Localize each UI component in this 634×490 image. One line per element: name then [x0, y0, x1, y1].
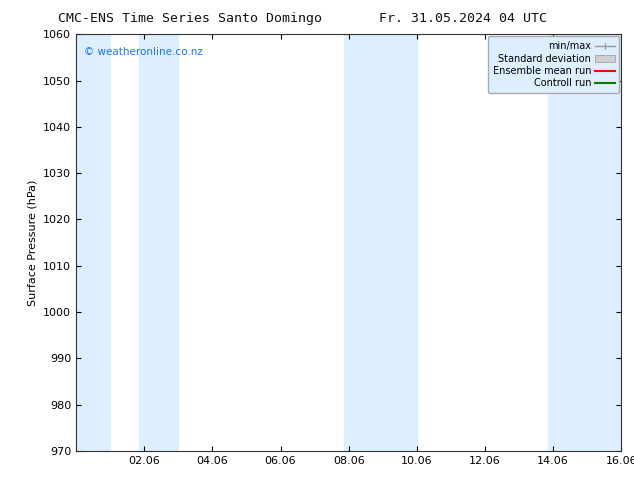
Bar: [548, 34, 621, 451]
Y-axis label: Surface Pressure (hPa): Surface Pressure (hPa): [27, 179, 37, 306]
Bar: [344, 34, 417, 451]
Text: CMC-ENS Time Series Santo Domingo: CMC-ENS Time Series Santo Domingo: [58, 12, 322, 25]
Text: © weatheronline.co.nz: © weatheronline.co.nz: [84, 47, 203, 57]
Bar: [139, 34, 178, 451]
Text: Fr. 31.05.2024 04 UTC: Fr. 31.05.2024 04 UTC: [379, 12, 547, 25]
Legend: min/max, Standard deviation, Ensemble mean run, Controll run: min/max, Standard deviation, Ensemble me…: [488, 36, 619, 93]
Bar: [76, 34, 110, 451]
